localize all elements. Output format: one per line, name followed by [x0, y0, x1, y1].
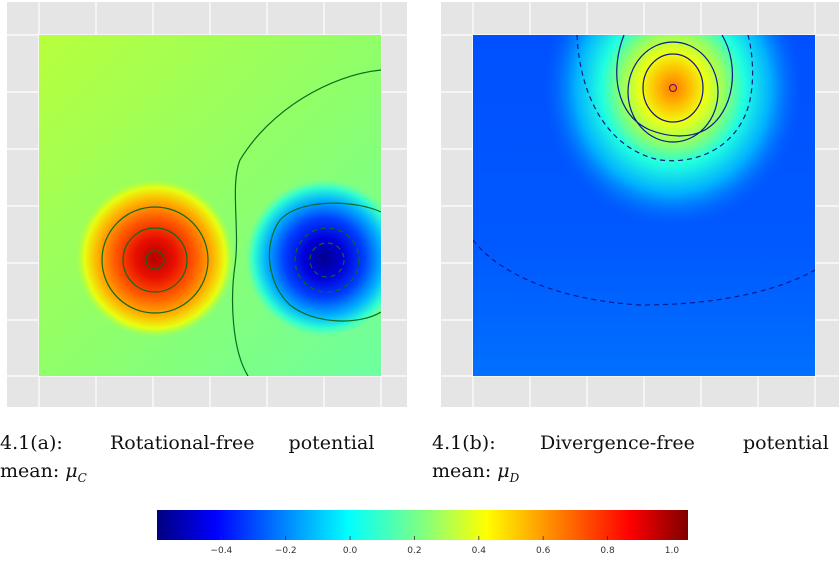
caption-b-mean-symbol: μ: [497, 460, 510, 482]
colorbar-tick-label: 0.8: [600, 546, 615, 556]
panel-b-peak: [543, 35, 803, 228]
panel-b-heatmap: [473, 35, 815, 376]
panel-b-contour: [642, 53, 704, 123]
panel-b-contour: [473, 239, 815, 306]
panel-a: [7, 2, 407, 407]
panel-a-contour: [294, 227, 360, 293]
caption-b: 4.1(b): Divergence-free potential mean: …: [432, 429, 839, 489]
colorbar-gradient: [157, 510, 688, 540]
panel-a-contour: [145, 250, 165, 270]
colorbar-tick-label: 0.2: [407, 546, 421, 556]
panel-a-negative-peak: [244, 178, 381, 338]
colorbar-ticks: −0.4 −0.2 0.0 0.2 0.4 0.6 0.8 1.0: [210, 536, 679, 556]
caption-a-title: Rotational-free potential: [110, 432, 375, 454]
panel-a-contour: [309, 242, 345, 278]
panel-b-contour: [668, 83, 678, 93]
colorbar-tick-label: 1.0: [665, 546, 680, 556]
panel-b-contour: [616, 35, 734, 137]
panel-a-positive-peak: [75, 178, 235, 338]
colorbar: −0.4 −0.2 0.0 0.2 0.4 0.6 0.8 1.0: [157, 510, 688, 556]
colorbar-tick-label: −0.4: [210, 546, 232, 556]
caption-a-mean-prefix: mean:: [0, 460, 60, 482]
caption-a-label: 4.1(a):: [0, 432, 63, 454]
panel-a-contour: [122, 227, 188, 293]
panel-b-contour: [627, 41, 719, 143]
caption-b-mean-prefix: mean:: [432, 460, 492, 482]
panel-b-contour: [576, 35, 754, 162]
caption-b-mean-sub: D: [509, 470, 520, 485]
panel-a-contour: [101, 206, 209, 314]
caption-a-mean-sub: C: [77, 470, 87, 485]
panel-b: [441, 2, 839, 407]
caption-b-mean: mean: μD: [432, 457, 519, 489]
colorbar-tick-label: −0.2: [275, 546, 297, 556]
caption-a-mean: mean: μC: [0, 457, 87, 492]
caption-b-label: 4.1(b):: [432, 432, 496, 454]
panel-a-contour: [268, 202, 381, 322]
panel-a-heatmap: [39, 35, 381, 376]
colorbar-tick-label: 0.4: [472, 546, 487, 556]
caption-a-mean-symbol: μ: [65, 460, 78, 482]
colorbar-tick-label: 0.6: [536, 546, 551, 556]
panel-a-zero-contour: [232, 69, 381, 376]
caption-b-title: Divergence-free potential: [540, 432, 829, 454]
colorbar-tick-label: 0.0: [343, 546, 358, 556]
